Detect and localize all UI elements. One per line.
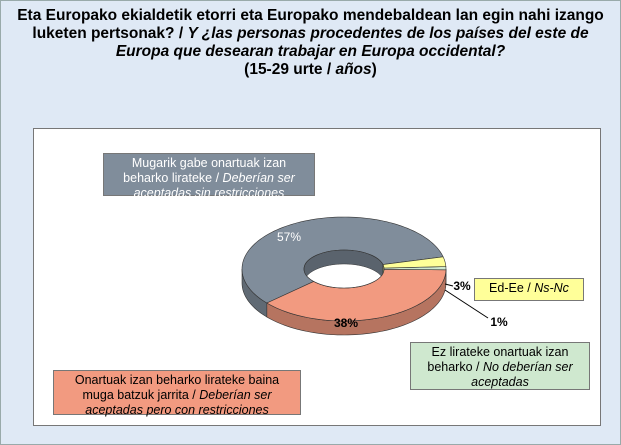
leader-line <box>444 289 489 319</box>
category-text: Deberían ser aceptadas pero con restricc… <box>85 388 272 417</box>
title-part: años <box>335 61 372 78</box>
title-part: Eta Europako ekialdetik etorri eta Europ… <box>17 7 604 42</box>
category-text: Ns-Nc <box>534 281 569 295</box>
category-text: No deberían ser aceptadas <box>471 360 573 389</box>
value-label: 1% <box>490 315 508 329</box>
category-text: Deberían ser aceptadas sin restricciones <box>133 171 295 200</box>
category-text: Mugarik gabe onartuak izan beharko lirat… <box>123 156 287 185</box>
category-label: Ed-Ee / Ns-Nc <box>474 278 584 301</box>
category-label: Onartuak izan beharko lirateke baina mug… <box>53 370 301 417</box>
category-text: Ez lirateke onartuak izan beharko / <box>427 345 569 374</box>
category-text: Onartuak izan beharko lirateke baina mug… <box>74 373 280 402</box>
category-label: Mugarik gabe onartuak izan beharko lirat… <box>103 153 315 200</box>
value-label: 38% <box>334 316 358 330</box>
hole-edge <box>303 249 385 289</box>
category-label: Ez lirateke onartuak izan beharko / No d… <box>410 342 590 390</box>
category-text: Ed-Ee / <box>489 281 531 295</box>
chart-title: Eta Europako ekialdetik etorri eta Europ… <box>11 7 610 79</box>
value-label: 57% <box>277 230 301 244</box>
title-part: Y ¿las personas procedentes de los paíse… <box>115 25 589 60</box>
title-part: ) <box>371 61 377 78</box>
title-part: (15-29 urte / <box>244 61 336 78</box>
value-label: 3% <box>453 279 471 293</box>
leader-line <box>444 283 454 287</box>
